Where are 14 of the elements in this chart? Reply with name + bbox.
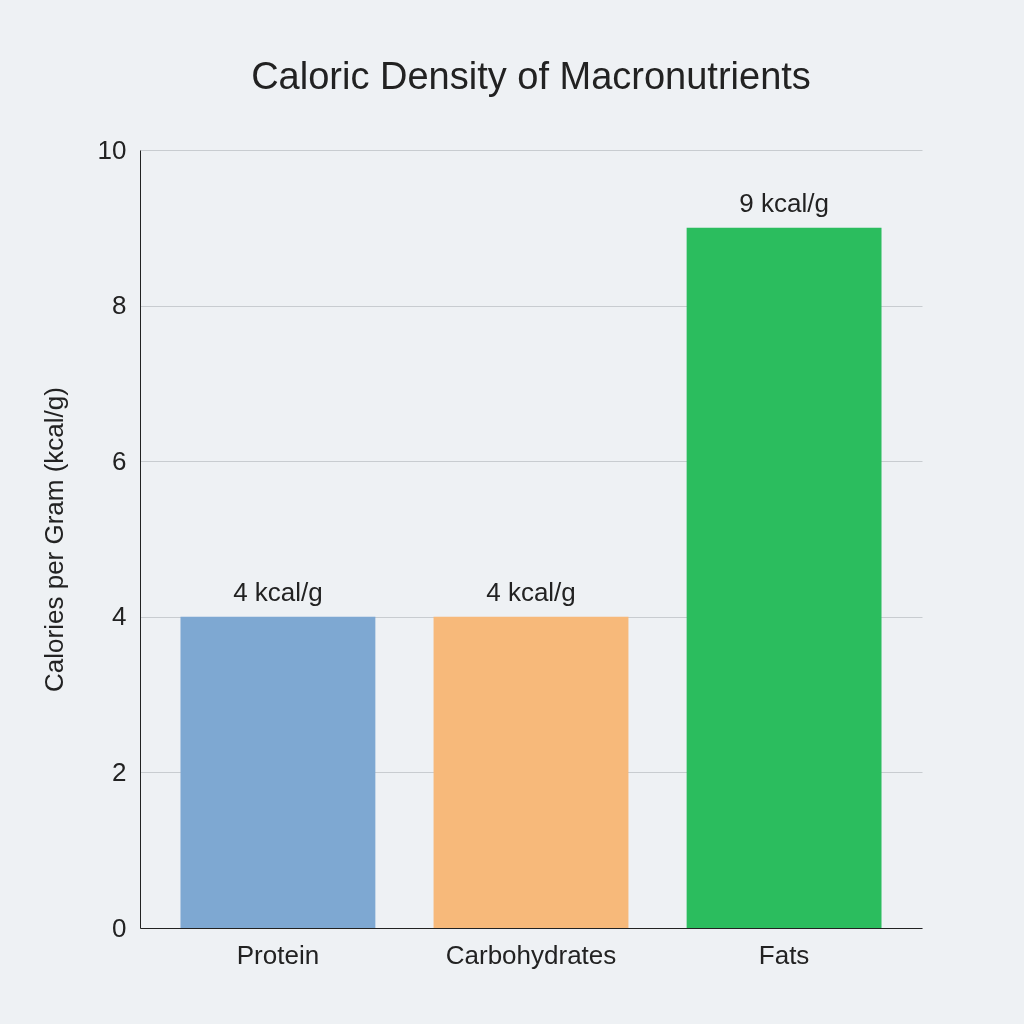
x-tick-label: Fats xyxy=(758,939,810,970)
y-tick-label: 10 xyxy=(97,134,127,165)
data-label: 4 kcal/g xyxy=(486,576,576,607)
y-tick-label: 8 xyxy=(112,290,127,321)
data-label: 4 kcal/g xyxy=(233,576,323,607)
x-tick-label: Protein xyxy=(236,939,320,970)
y-tick-label: 2 xyxy=(112,756,127,787)
chart-title: Caloric Density of Macronutrients xyxy=(251,55,811,97)
y-axis-title: Calories per Gram (kcal/g) xyxy=(38,387,69,692)
y-tick-label: 6 xyxy=(112,445,127,476)
y-tick-label: 0 xyxy=(112,912,127,943)
data-label: 9 kcal/g xyxy=(739,187,829,218)
x-tick-label: Carbohydrates xyxy=(445,939,617,970)
y-tick-label: 4 xyxy=(112,601,127,632)
